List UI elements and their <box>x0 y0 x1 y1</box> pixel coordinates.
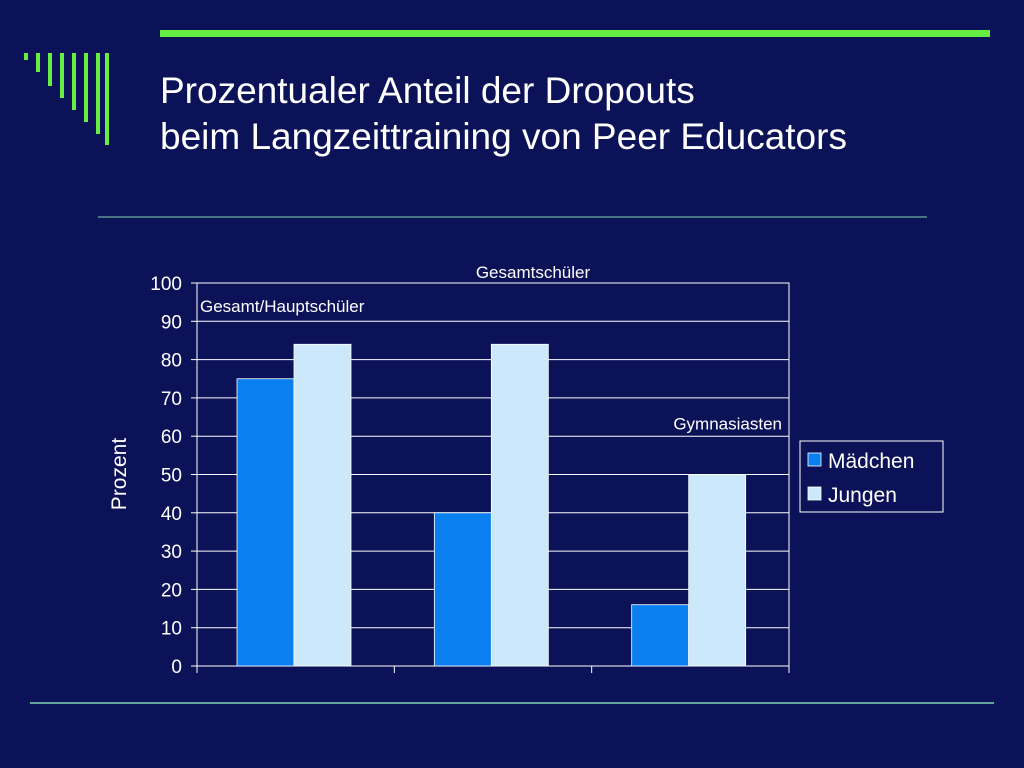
y-tick-label: 100 <box>150 274 182 295</box>
legend: Mädchen Jungen <box>799 440 944 513</box>
bar-maedchen <box>236 378 295 667</box>
y-tick-label: 50 <box>161 466 182 487</box>
legend-swatch-maedchen <box>807 452 822 467</box>
bar-jungen <box>293 343 352 667</box>
y-axis-ticks: 0 10 20 30 40 50 60 70 80 90 100 <box>150 274 790 678</box>
bar-maedchen <box>631 604 690 667</box>
y-tick-label: 80 <box>161 351 182 372</box>
legend-label-maedchen: Mädchen <box>828 450 914 473</box>
slide-title: Prozentualer Anteil der Dropouts beim La… <box>160 68 847 160</box>
y-tick-label: 60 <box>161 427 182 448</box>
top-accent-bar <box>160 30 990 37</box>
category-labels: Gesamt/Hauptschüler Gesamtschüler Gymnasia… <box>200 263 782 434</box>
bar-jungen <box>688 474 747 667</box>
bars <box>236 343 747 667</box>
legend-swatch-jungen <box>807 486 822 501</box>
y-tick-label: 90 <box>161 312 182 333</box>
y-axis-label: Prozent <box>108 438 131 511</box>
y-tick-label: 20 <box>161 580 182 601</box>
y-tick-label: 70 <box>161 389 182 410</box>
bar-maedchen <box>433 512 492 667</box>
title-line-2: beim Langzeittraining von Peer Educators <box>160 116 847 157</box>
category-label: Gesamtschüler <box>476 263 591 282</box>
category-label: Gesamt/Hauptschüler <box>200 297 365 316</box>
accent-stripes-icon <box>24 53 109 145</box>
y-tick-label: 10 <box>161 619 182 640</box>
y-tick-label: 30 <box>161 542 182 563</box>
y-tick-label: 0 <box>171 657 182 678</box>
legend-label-jungen: Jungen <box>828 484 897 507</box>
legend-box <box>799 440 944 513</box>
title-line-1: Prozentualer Anteil der Dropouts <box>160 70 695 111</box>
category-label: Gymnasiasten <box>673 415 782 434</box>
bar-jungen <box>490 343 549 667</box>
y-tick-label: 40 <box>161 504 182 525</box>
